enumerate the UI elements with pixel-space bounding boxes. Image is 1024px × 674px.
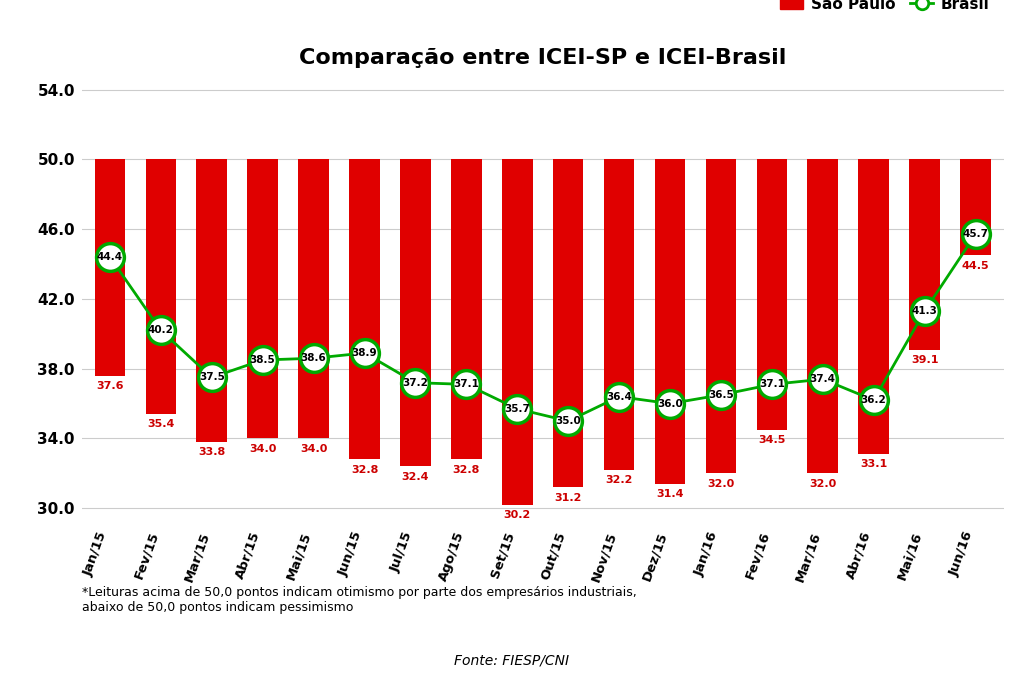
Text: 31.2: 31.2 bbox=[554, 493, 582, 503]
Text: 32.8: 32.8 bbox=[453, 464, 480, 474]
Text: 39.1: 39.1 bbox=[911, 355, 938, 365]
Text: 36.0: 36.0 bbox=[657, 398, 683, 408]
Text: 36.2: 36.2 bbox=[861, 395, 887, 405]
Text: 40.2: 40.2 bbox=[147, 326, 174, 336]
Bar bbox=[654, 159, 685, 484]
Bar bbox=[553, 159, 584, 487]
Text: 35.0: 35.0 bbox=[555, 416, 581, 426]
Text: 45.7: 45.7 bbox=[963, 229, 988, 239]
Text: 32.0: 32.0 bbox=[809, 479, 837, 489]
Text: 37.6: 37.6 bbox=[96, 381, 124, 391]
Bar bbox=[808, 159, 838, 473]
Text: 34.0: 34.0 bbox=[300, 443, 328, 454]
Text: 36.5: 36.5 bbox=[708, 390, 734, 400]
Bar bbox=[94, 159, 125, 375]
Bar bbox=[502, 159, 532, 505]
Bar bbox=[400, 159, 431, 466]
Text: 32.4: 32.4 bbox=[401, 472, 429, 482]
Text: 38.6: 38.6 bbox=[301, 353, 327, 363]
Text: 41.3: 41.3 bbox=[911, 306, 938, 316]
Bar bbox=[298, 159, 329, 439]
Text: 32.0: 32.0 bbox=[708, 479, 734, 489]
Text: 37.1: 37.1 bbox=[759, 379, 784, 390]
Text: 38.5: 38.5 bbox=[250, 355, 275, 365]
Text: 37.2: 37.2 bbox=[402, 377, 428, 388]
Bar bbox=[706, 159, 736, 473]
Text: 31.4: 31.4 bbox=[656, 489, 684, 499]
Text: 38.9: 38.9 bbox=[351, 348, 377, 358]
Text: 34.0: 34.0 bbox=[249, 443, 276, 454]
Text: 37.5: 37.5 bbox=[199, 373, 224, 382]
Bar bbox=[248, 159, 278, 439]
Text: Fonte: FIESP/CNI: Fonte: FIESP/CNI bbox=[455, 654, 569, 668]
Title: Comparação entre ICEI-SP e ICEI-Brasil: Comparação entre ICEI-SP e ICEI-Brasil bbox=[299, 49, 786, 68]
Text: 34.5: 34.5 bbox=[758, 435, 785, 445]
Text: 36.4: 36.4 bbox=[606, 392, 632, 402]
Bar bbox=[757, 159, 787, 430]
Text: 35.7: 35.7 bbox=[505, 404, 530, 414]
Text: 30.2: 30.2 bbox=[504, 510, 530, 520]
Text: 37.1: 37.1 bbox=[454, 379, 479, 390]
Text: 33.1: 33.1 bbox=[860, 460, 888, 469]
Text: 32.8: 32.8 bbox=[351, 464, 378, 474]
Text: *Leituras acima de 50,0 pontos indicam otimismo por parte dos empresários indust: *Leituras acima de 50,0 pontos indicam o… bbox=[82, 586, 637, 615]
Text: 37.4: 37.4 bbox=[810, 374, 836, 384]
Bar bbox=[909, 159, 940, 350]
Legend: São Paulo, Brasil: São Paulo, Brasil bbox=[774, 0, 996, 18]
Bar bbox=[349, 159, 380, 460]
Bar bbox=[197, 159, 227, 442]
Text: 44.4: 44.4 bbox=[97, 252, 123, 262]
Text: 35.4: 35.4 bbox=[147, 419, 174, 429]
Text: 32.2: 32.2 bbox=[605, 475, 633, 485]
Bar bbox=[145, 159, 176, 414]
Bar bbox=[961, 159, 991, 255]
Bar bbox=[604, 159, 635, 470]
Text: 44.5: 44.5 bbox=[962, 261, 989, 270]
Bar bbox=[858, 159, 889, 454]
Bar bbox=[451, 159, 481, 460]
Text: 33.8: 33.8 bbox=[198, 448, 225, 457]
